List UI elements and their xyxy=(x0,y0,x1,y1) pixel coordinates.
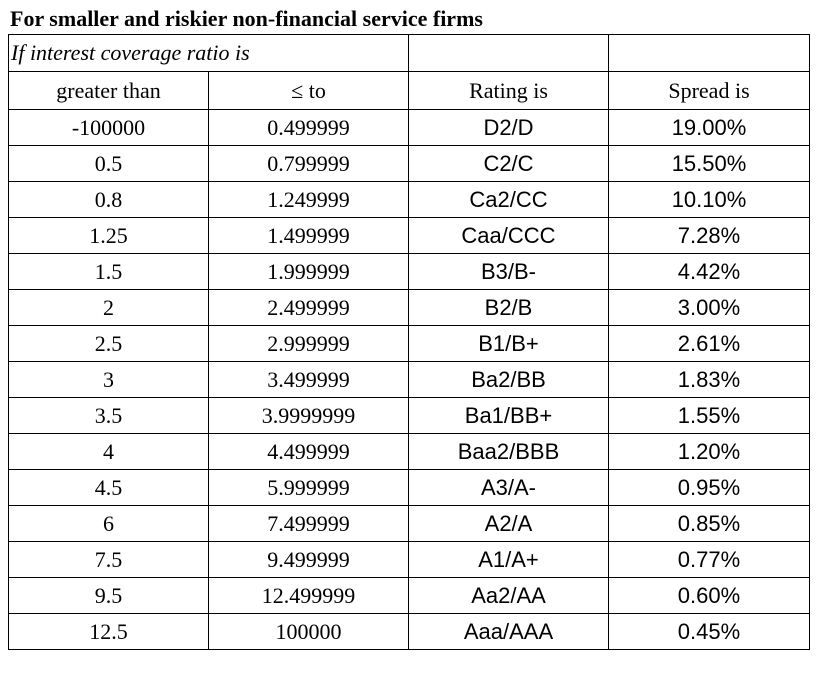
cell-rating: Ba2/BB xyxy=(408,361,609,398)
cell-spread: 1.83% xyxy=(608,361,810,398)
table-row: 4 4.499999 Baa2/BBB 1.20% xyxy=(8,433,810,470)
table-row: -100000 0.499999 D2/D 19.00% xyxy=(8,109,810,146)
cell-rating: A3/A- xyxy=(408,469,609,506)
cell-spread: 3.00% xyxy=(608,289,810,326)
column-header-spread: Spread is xyxy=(608,71,810,110)
table-row: 7.5 9.499999 A1/A+ 0.77% xyxy=(8,541,810,578)
table-row: 3.5 3.9999999 Ba1/BB+ 1.55% xyxy=(8,397,810,434)
cell-rating: C2/C xyxy=(408,145,609,182)
cell-rating: Caa/CCC xyxy=(408,217,609,254)
cell-greater-than: -100000 xyxy=(8,109,209,146)
cell-less-equal: 3.9999999 xyxy=(208,397,409,434)
cell-less-equal: 0.799999 xyxy=(208,145,409,182)
cell-less-equal: 12.499999 xyxy=(208,577,409,614)
cell-rating: B3/B- xyxy=(408,253,609,290)
cell-spread: 1.55% xyxy=(608,397,810,434)
cell-less-equal: 0.499999 xyxy=(208,109,409,146)
cell-greater-than: 0.8 xyxy=(8,181,209,218)
cell-less-equal: 3.499999 xyxy=(208,361,409,398)
cell-less-equal: 2.999999 xyxy=(208,325,409,362)
cell-greater-than: 1.25 xyxy=(8,217,209,254)
cell-greater-than: 1.5 xyxy=(8,253,209,290)
column-header-less-equal: ≤ to xyxy=(208,71,409,110)
cell-less-equal: 1.499999 xyxy=(208,217,409,254)
cell-less-equal: 7.499999 xyxy=(208,505,409,542)
table-row: 0.5 0.799999 C2/C 15.50% xyxy=(8,145,810,182)
table-row: 2.5 2.999999 B1/B+ 2.61% xyxy=(8,325,810,362)
cell-greater-than: 7.5 xyxy=(8,541,209,578)
cell-rating: Aa2/AA xyxy=(408,577,609,614)
cell-less-equal: 5.999999 xyxy=(208,469,409,506)
cell-spread: 19.00% xyxy=(608,109,810,146)
table-row: 1.25 1.499999 Caa/CCC 7.28% xyxy=(8,217,810,254)
cell-rating: A2/A xyxy=(408,505,609,542)
cell-rating: Aaa/AAA xyxy=(408,613,609,650)
cell-greater-than: 3 xyxy=(8,361,209,398)
subheader-row: If interest coverage ratio is xyxy=(8,34,810,72)
column-header-rating: Rating is xyxy=(408,71,609,110)
cell-greater-than: 3.5 xyxy=(8,397,209,434)
cell-greater-than: 4 xyxy=(8,433,209,470)
cell-spread: 0.45% xyxy=(608,613,810,650)
table-row: 12.5 100000 Aaa/AAA 0.45% xyxy=(8,613,810,650)
cell-rating: A1/A+ xyxy=(408,541,609,578)
cell-less-equal: 1.999999 xyxy=(208,253,409,290)
cell-rating: B2/B xyxy=(408,289,609,326)
header-row: greater than ≤ to Rating is Spread is xyxy=(8,71,810,110)
table-row: 1.5 1.999999 B3/B- 4.42% xyxy=(8,253,810,290)
cell-spread: 2.61% xyxy=(608,325,810,362)
cell-greater-than: 9.5 xyxy=(8,577,209,614)
cell-less-equal: 1.249999 xyxy=(208,181,409,218)
cell-less-equal: 100000 xyxy=(208,613,409,650)
cell-spread: 15.50% xyxy=(608,145,810,182)
empty-cell xyxy=(608,34,810,72)
cell-greater-than: 2.5 xyxy=(8,325,209,362)
cell-less-equal: 9.499999 xyxy=(208,541,409,578)
table-row: 0.8 1.249999 Ca2/CC 10.10% xyxy=(8,181,810,218)
table-row: 2 2.499999 B2/B 3.00% xyxy=(8,289,810,326)
table-row: 3 3.499999 Ba2/BB 1.83% xyxy=(8,361,810,398)
cell-spread: 0.85% xyxy=(608,505,810,542)
table-row: 9.5 12.499999 Aa2/AA 0.60% xyxy=(8,577,810,614)
cell-greater-than: 12.5 xyxy=(8,613,209,650)
cell-less-equal: 2.499999 xyxy=(208,289,409,326)
cell-greater-than: 2 xyxy=(8,289,209,326)
table-row: 4.5 5.999999 A3/A- 0.95% xyxy=(8,469,810,506)
cell-spread: 0.95% xyxy=(608,469,810,506)
cell-rating: Ba1/BB+ xyxy=(408,397,609,434)
table-row: 6 7.499999 A2/A 0.85% xyxy=(8,505,810,542)
cell-rating: Baa2/BBB xyxy=(408,433,609,470)
cell-spread: 0.60% xyxy=(608,577,810,614)
cell-rating: D2/D xyxy=(408,109,609,146)
coverage-note: If interest coverage ratio is xyxy=(8,34,250,72)
cell-spread: 10.10% xyxy=(608,181,810,218)
cell-spread: 4.42% xyxy=(608,253,810,290)
cell-rating: B1/B+ xyxy=(408,325,609,362)
column-header-greater-than: greater than xyxy=(8,71,209,110)
empty-cell xyxy=(408,34,609,72)
cell-rating: Ca2/CC xyxy=(408,181,609,218)
cell-spread: 0.77% xyxy=(608,541,810,578)
cell-greater-than: 0.5 xyxy=(8,145,209,182)
rating-spread-table: If interest coverage ratio is greater th… xyxy=(8,34,810,650)
cell-spread: 7.28% xyxy=(608,217,810,254)
cell-spread: 1.20% xyxy=(608,433,810,470)
cell-greater-than: 6 xyxy=(8,505,209,542)
table-title: For smaller and riskier non-financial se… xyxy=(10,6,483,31)
cell-less-equal: 4.499999 xyxy=(208,433,409,470)
cell-greater-than: 4.5 xyxy=(8,469,209,506)
